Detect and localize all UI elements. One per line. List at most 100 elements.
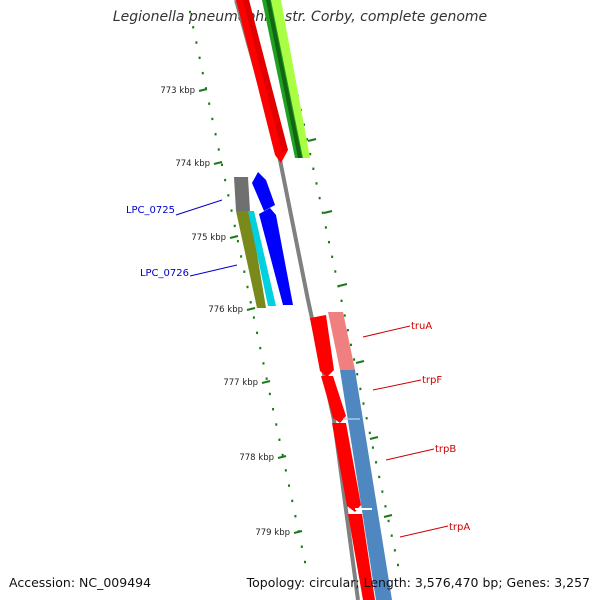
genome-summary-text: Topology: circular; Length: 3,576,470 bp… <box>246 575 590 590</box>
ruler-dot <box>375 461 378 464</box>
ruler-dot <box>198 56 201 60</box>
ruler-dot <box>224 178 227 182</box>
ruler-tick-label: 775 kbp <box>191 233 226 243</box>
ruler-dot <box>208 102 211 105</box>
ruler-dot <box>315 182 318 185</box>
cds-lpc0725-blue <box>252 172 275 211</box>
ruler-dot <box>306 138 309 141</box>
ruler-dot <box>302 123 305 126</box>
ruler-tick-mark-inner <box>307 138 317 142</box>
ruler-dot <box>346 328 349 332</box>
ruler-tick-mark <box>261 380 271 384</box>
ruler-dot <box>387 519 390 523</box>
feature-trua-pink <box>328 312 355 370</box>
ruler-tick-label: 779 kbp <box>255 528 290 538</box>
ruler-dot <box>265 377 268 380</box>
leader-lpc0725 <box>175 199 223 216</box>
ruler-dot <box>312 167 315 170</box>
cds-top-red-shade <box>243 0 288 152</box>
ruler-dot <box>331 255 334 259</box>
feature-top-darkgreen <box>266 0 302 158</box>
ruler-tick-mark <box>198 88 208 92</box>
gene-label-trpa[interactable]: trpA <box>449 522 470 533</box>
ruler-dot <box>356 373 359 376</box>
ruler-dot <box>240 255 243 258</box>
ruler-dot <box>195 41 198 44</box>
ruler-dot <box>272 408 275 411</box>
ruler-tick-mark <box>277 455 287 459</box>
ruler-dot <box>318 196 321 200</box>
gene-labels: LPC_0725 LPC_0726 truA trpF trpB trpA <box>126 199 470 538</box>
ruler-dot <box>397 563 399 567</box>
ruler-dot <box>390 534 393 537</box>
ruler-dot <box>262 362 265 365</box>
ruler-dot <box>384 505 387 508</box>
ruler-dot <box>343 314 346 317</box>
gene-label-lpc0726[interactable]: LPC_0726 <box>140 268 189 279</box>
ruler-dot <box>278 438 281 441</box>
accession-text: Accession: NC_009494 <box>9 575 152 590</box>
ruler-dot <box>211 117 214 121</box>
top-features <box>236 0 310 163</box>
cds-trpb-red <box>332 423 361 512</box>
ruler-dot <box>201 71 204 75</box>
cds-trpa-red <box>348 514 375 600</box>
ruler-dot <box>236 239 239 243</box>
ruler-dot <box>249 301 252 304</box>
cds-trua-red <box>310 315 334 377</box>
leader-lpc0726 <box>189 264 238 277</box>
ruler-dot <box>393 549 396 552</box>
gene-label-lpc0725[interactable]: LPC_0725 <box>126 205 175 216</box>
feature-gray <box>234 177 250 211</box>
genome-title: Legionella pneumophila str. Corby, compl… <box>112 9 488 25</box>
feature-top-lime <box>271 0 310 158</box>
right-gene-block <box>310 312 392 600</box>
ruler-dot <box>189 10 191 14</box>
ruler-dot <box>371 446 374 449</box>
ruler-dot <box>281 453 284 457</box>
ruler-tick-mark-inner <box>383 514 393 518</box>
ruler-dot <box>349 343 352 347</box>
ruler-dot <box>243 270 246 273</box>
cds-trpf-red <box>321 376 346 423</box>
leader-trpb <box>385 448 435 461</box>
gene-label-trua[interactable]: truA <box>411 321 432 332</box>
gene-label-trpb[interactable]: trpB <box>435 444 456 455</box>
leader-trpf <box>372 379 422 391</box>
ruler-dot <box>192 26 195 29</box>
ruler-dot <box>214 133 217 136</box>
left-gene-block <box>234 172 293 308</box>
ruler-tick-label: 773 kbp <box>160 86 195 96</box>
leader-trua <box>362 325 411 338</box>
ruler-dot <box>378 475 381 479</box>
ruler-tick-label: 776 kbp <box>208 305 243 315</box>
ruler-dot <box>294 514 297 518</box>
ruler-tick-mark-inner <box>369 436 379 440</box>
ruler-dot <box>291 499 294 503</box>
ruler-tick-mark <box>246 307 256 311</box>
ruler-tick-mark-inner <box>355 360 365 364</box>
ruler-dot <box>353 358 356 361</box>
ruler-dot <box>324 226 327 229</box>
ruler-dot <box>268 392 271 396</box>
ruler-dot <box>340 299 343 303</box>
ruler-dot <box>227 194 230 197</box>
ruler-dot <box>256 331 259 335</box>
feature-steelblue <box>340 370 392 600</box>
ruler-dot <box>275 423 278 426</box>
ruler-dot <box>334 270 337 273</box>
leader-trpa <box>399 525 449 538</box>
ruler-dot <box>300 545 303 548</box>
ruler-dot <box>252 316 255 319</box>
gene-label-trpf[interactable]: trpF <box>422 375 442 386</box>
ruler-dot <box>381 490 384 493</box>
ruler-tick-label: 778 kbp <box>239 453 274 463</box>
ruler-dot <box>288 484 291 487</box>
feature-cyan <box>248 211 276 306</box>
ruler-dot <box>321 211 324 214</box>
ruler-tick-mark-inner <box>323 210 333 214</box>
ruler-dot <box>309 152 312 156</box>
ruler-tick-mark-inner <box>338 283 348 287</box>
ruler-dot <box>233 224 236 228</box>
